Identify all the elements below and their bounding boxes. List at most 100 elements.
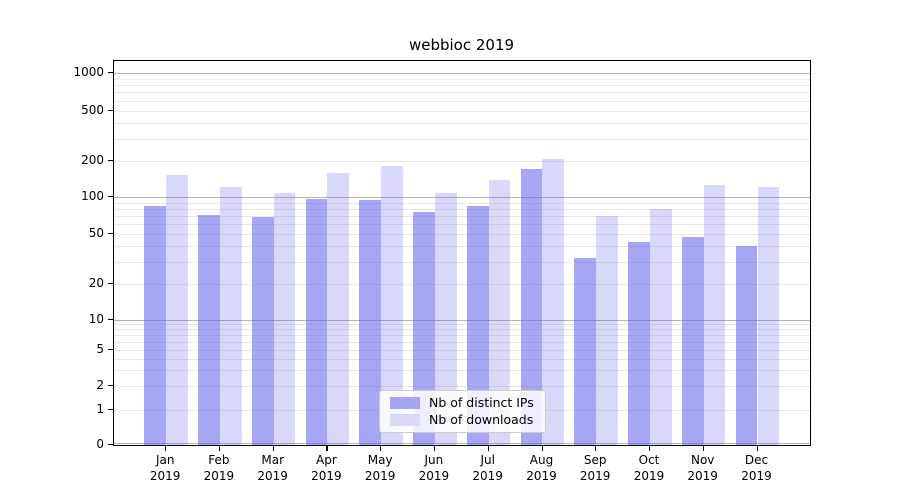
y-tick-label: 200 xyxy=(81,153,104,167)
bar-distinct-ips xyxy=(359,199,382,445)
x-tick-mark xyxy=(541,446,543,451)
bar-downloads xyxy=(327,172,350,445)
y-tick-label: 100 xyxy=(81,189,104,203)
x-tick-year: 2019 xyxy=(203,469,235,483)
y-tick-mark xyxy=(108,385,113,387)
gridline-minor xyxy=(114,85,810,87)
x-tick-year: 2019 xyxy=(257,469,288,483)
y-tick-mark xyxy=(108,160,113,162)
gridline-minor xyxy=(114,386,810,388)
plot-area: Nb of distinct IPs Nb of downloads xyxy=(113,60,811,446)
gridline-minor xyxy=(114,233,810,235)
bar-distinct-ips xyxy=(198,215,220,445)
y-tick-label: 50 xyxy=(88,225,104,240)
x-tick-month: Dec xyxy=(744,453,769,467)
legend-label-downloads: Nb of downloads xyxy=(429,412,534,427)
y-tick-label: 10 xyxy=(88,311,104,326)
y-tick-mark xyxy=(108,444,113,446)
y-tick-label: 2 xyxy=(96,378,104,393)
gridline-minor xyxy=(114,358,810,360)
x-tick-mark xyxy=(433,446,436,451)
x-tick-label: Jun 2019 xyxy=(402,452,466,484)
legend-swatch-downloads xyxy=(390,414,420,426)
x-tick-label: Dec 2019 xyxy=(725,452,789,484)
x-tick-mark xyxy=(702,446,704,451)
x-tick-month: Apr xyxy=(316,453,337,467)
x-tick-mark xyxy=(756,446,758,451)
x-tick-mark xyxy=(380,446,382,451)
gridline-minor xyxy=(114,261,810,263)
bar-distinct-ips xyxy=(520,168,543,445)
x-tick-label: Mar 2019 xyxy=(241,452,305,484)
y-tick-label: 20 xyxy=(88,275,104,290)
bar-distinct-ips xyxy=(144,206,167,445)
y-tick-mark xyxy=(108,72,113,74)
y-tick-label: 500 xyxy=(81,102,104,117)
bar-downloads xyxy=(757,186,780,445)
x-tick-label: Jan 2019 xyxy=(133,452,197,484)
gridline-major xyxy=(114,319,810,321)
x-tick-mark xyxy=(165,446,167,451)
legend-item-distinct-ips: Nb of distinct IPs xyxy=(390,396,545,410)
gridline-major xyxy=(114,442,810,444)
chart-title: webbioc 2019 xyxy=(408,36,515,54)
x-tick-year: 2019 xyxy=(687,469,718,483)
bar-downloads xyxy=(596,215,618,445)
y-tick-mark xyxy=(108,109,113,111)
x-tick-year: 2019 xyxy=(472,469,503,483)
x-tick-label: May 2019 xyxy=(348,452,412,484)
y-tick-mark xyxy=(108,348,113,350)
gridline-minor xyxy=(114,100,810,102)
x-tick-year: 2019 xyxy=(311,469,342,483)
y-tick-mark xyxy=(108,232,113,234)
gridline-minor xyxy=(114,245,810,247)
gridline-minor xyxy=(114,324,810,326)
x-tick-label: Apr 2019 xyxy=(294,452,358,484)
gridline-minor xyxy=(114,202,810,204)
x-tick-label: Aug 2019 xyxy=(510,452,574,484)
x-tick-label: Nov 2019 xyxy=(671,452,735,484)
x-tick-year: 2019 xyxy=(633,469,665,483)
x-tick-mark xyxy=(487,446,489,451)
bar-distinct-ips xyxy=(628,241,650,445)
legend-swatch-distinct-ips xyxy=(390,397,420,409)
gridline-minor xyxy=(114,224,810,225)
y-tick-mark xyxy=(108,318,113,320)
x-tick-month: Oct xyxy=(638,453,660,467)
bar-distinct-ips xyxy=(251,217,274,445)
gridline-major xyxy=(114,197,810,198)
gridline-minor xyxy=(114,215,810,217)
bar-downloads xyxy=(650,208,672,445)
gridline-minor xyxy=(114,370,810,371)
y-tick-mark xyxy=(108,196,113,198)
gridline-minor xyxy=(114,138,810,140)
bar-distinct-ips xyxy=(305,198,328,445)
x-tick-year: 2019 xyxy=(364,469,396,483)
gridline-minor xyxy=(114,335,810,336)
legend-item-downloads: Nb of downloads xyxy=(390,413,545,427)
x-tick-month: Jan xyxy=(155,453,175,467)
x-tick-month: Aug xyxy=(529,453,554,467)
gridline-minor xyxy=(114,208,810,210)
y-tick-mark xyxy=(108,408,113,410)
gridline-minor xyxy=(114,341,810,343)
bar-downloads xyxy=(166,175,188,445)
x-tick-label: Feb 2019 xyxy=(187,452,251,484)
gridline-minor xyxy=(114,283,810,285)
x-tick-mark xyxy=(272,446,274,451)
x-tick-month: Jul xyxy=(480,453,495,467)
x-tick-mark xyxy=(595,446,597,451)
x-tick-month: Feb xyxy=(208,453,230,467)
gridline-minor xyxy=(114,92,810,94)
bar-distinct-ips xyxy=(413,212,435,445)
gridline-minor xyxy=(114,110,810,112)
x-tick-year: 2019 xyxy=(741,469,772,483)
x-tick-month: Jun xyxy=(424,453,444,467)
x-tick-label: Oct 2019 xyxy=(617,452,681,484)
gridline-minor xyxy=(114,79,810,80)
gridline-minor xyxy=(114,329,810,331)
x-tick-mark xyxy=(649,446,651,451)
legend: Nb of distinct IPs Nb of downloads xyxy=(379,390,546,433)
x-tick-month: May xyxy=(367,453,393,467)
